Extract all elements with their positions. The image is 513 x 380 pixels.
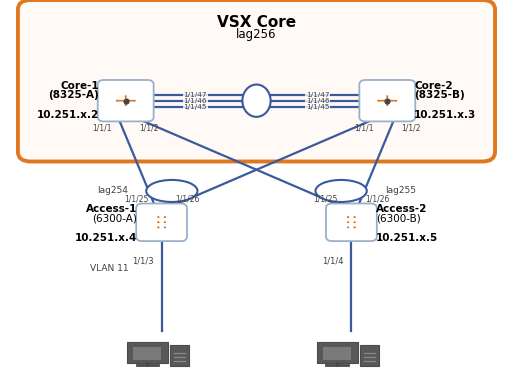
Text: Access-1: Access-1 (86, 204, 137, 214)
Text: 10.251.x.4: 10.251.x.4 (75, 233, 137, 243)
Text: 1/1/1: 1/1/1 (92, 124, 112, 133)
Text: 1/1/25: 1/1/25 (124, 195, 148, 204)
FancyBboxPatch shape (136, 204, 187, 241)
Text: (8325-A): (8325-A) (48, 90, 98, 100)
Text: Access-2: Access-2 (376, 204, 427, 214)
Ellipse shape (315, 180, 367, 202)
FancyBboxPatch shape (360, 345, 379, 366)
Text: 1/1/45: 1/1/45 (183, 104, 207, 110)
Text: 1/1/26: 1/1/26 (365, 195, 389, 204)
Text: 1/1/4: 1/1/4 (322, 257, 344, 266)
Text: 10.251.x.2: 10.251.x.2 (36, 110, 98, 120)
Ellipse shape (146, 180, 198, 202)
Text: 10.251.x.3: 10.251.x.3 (415, 110, 477, 120)
Text: 1/1/2: 1/1/2 (140, 124, 159, 133)
Text: 1/1/47: 1/1/47 (306, 92, 330, 98)
FancyBboxPatch shape (127, 342, 168, 363)
FancyBboxPatch shape (326, 204, 377, 241)
FancyBboxPatch shape (18, 0, 495, 162)
Text: 1/1/47: 1/1/47 (183, 92, 207, 98)
Text: Core-2: Core-2 (415, 81, 453, 91)
Text: VLAN 11: VLAN 11 (90, 264, 128, 273)
FancyBboxPatch shape (170, 345, 189, 366)
Text: 1/1/46: 1/1/46 (183, 98, 207, 104)
Text: 1/1/26: 1/1/26 (175, 195, 200, 204)
Text: lag254: lag254 (97, 187, 128, 195)
FancyBboxPatch shape (133, 347, 161, 360)
Text: (6300-B): (6300-B) (376, 214, 421, 223)
Text: (8325-B): (8325-B) (415, 90, 465, 100)
FancyBboxPatch shape (317, 342, 358, 363)
Text: 1/1/25: 1/1/25 (313, 195, 338, 204)
FancyBboxPatch shape (97, 80, 154, 122)
Text: lag255: lag255 (385, 187, 416, 195)
Text: (6300-A): (6300-A) (92, 214, 137, 223)
Text: 1/1/45: 1/1/45 (306, 104, 330, 110)
Text: Core-1: Core-1 (60, 81, 98, 91)
FancyBboxPatch shape (359, 80, 416, 122)
Text: lag256: lag256 (236, 28, 277, 41)
Text: 1/1/2: 1/1/2 (401, 124, 421, 133)
Text: 1/1/1: 1/1/1 (354, 124, 373, 133)
Ellipse shape (242, 85, 271, 117)
Text: VSX Core: VSX Core (217, 15, 296, 30)
Text: 10.251.x.5: 10.251.x.5 (376, 233, 438, 243)
Text: 1/1/46: 1/1/46 (306, 98, 330, 104)
FancyBboxPatch shape (323, 347, 351, 360)
Text: 1/1/3: 1/1/3 (132, 257, 154, 266)
